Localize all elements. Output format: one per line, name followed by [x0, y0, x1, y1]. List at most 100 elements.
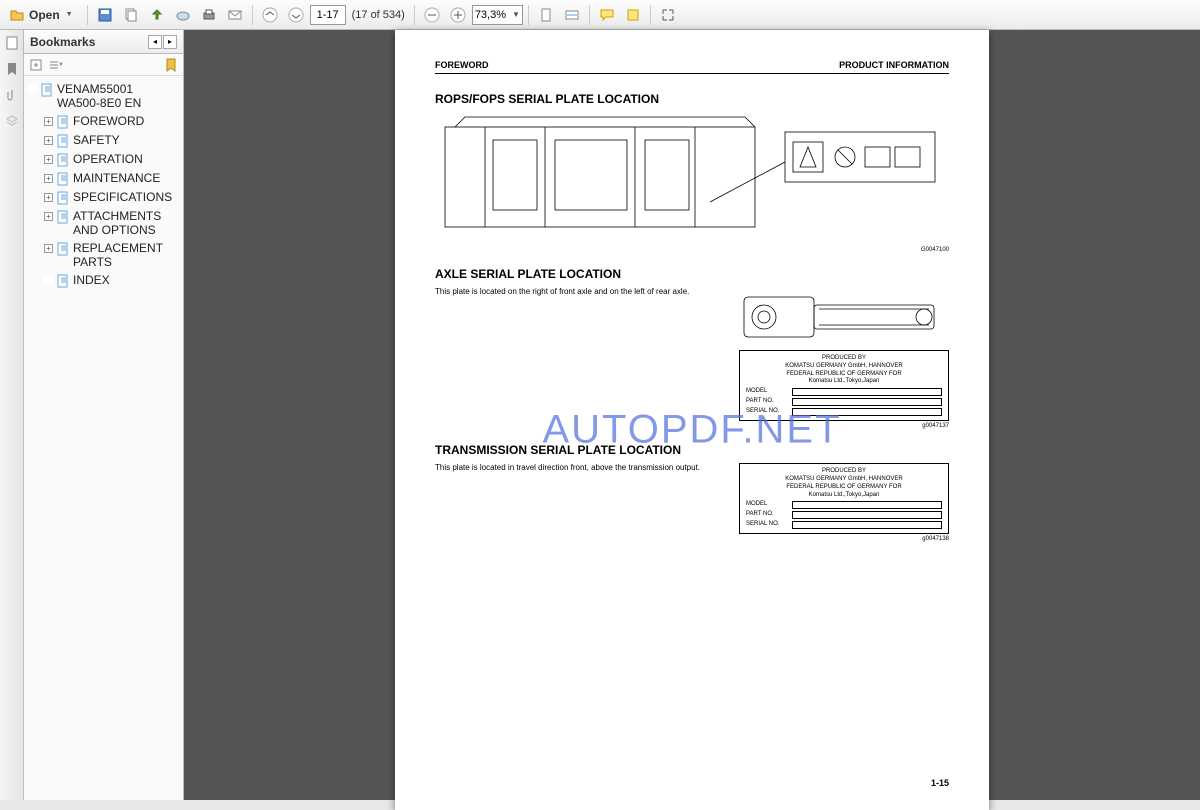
pdf-page: FOREWORD PRODUCT INFORMATION ROPS/FOPS S… [395, 30, 989, 810]
section-title-trans: TRANSMISSION SERIAL PLATE LOCATION [435, 443, 949, 457]
bookmark-label: INDEX [73, 273, 110, 287]
bookmark-label: OPERATION [73, 152, 143, 166]
figure-id-axle: g0047137 [739, 423, 949, 429]
bookmark-page-icon [56, 172, 70, 186]
zoom-out-button[interactable] [420, 4, 444, 26]
bookmark-tree: VENAM55001 WA500-8E0 EN+FOREWORD+SAFETY+… [24, 76, 183, 800]
options-icon[interactable]: ▼ [48, 57, 64, 73]
main-area: Bookmarks ◂ ▸ ▼ VENAM55001 WA500-8E0 EN +… [0, 30, 1200, 800]
bookmark-page-icon [56, 242, 70, 256]
fullscreen-button[interactable] [656, 4, 680, 26]
figure-axle-drawing [739, 287, 949, 347]
page-header: FOREWORD PRODUCT INFORMATION [435, 60, 949, 74]
bookmark-item[interactable]: + FOREWORD [42, 112, 183, 131]
separator [650, 5, 651, 25]
bookmark-label: ATTACHMENTS AND OPTIONS [73, 209, 183, 237]
sidebar-header: Bookmarks ◂ ▸ [24, 30, 183, 54]
bookmark-item[interactable]: + ATTACHMENTS AND OPTIONS [42, 207, 183, 239]
figure-id-trans: g0047138 [739, 536, 949, 542]
page-total-label: (17 of 534) [352, 9, 405, 21]
section-text-axle: This plate is located on the right of fr… [435, 287, 727, 298]
bookmark-ribbon-icon[interactable] [3, 60, 21, 78]
expand-icon[interactable]: + [44, 155, 53, 164]
add-bookmark-icon[interactable] [163, 57, 179, 73]
bookmark-item[interactable]: VENAM55001 WA500-8E0 EN [28, 80, 183, 112]
sidebar-tools: ▼ [24, 54, 183, 76]
bookmark-page-icon [56, 274, 70, 288]
plate-axle: PRODUCED BY KOMATSU GERMANY GmbH, HANNOV… [739, 350, 949, 421]
separator [528, 5, 529, 25]
sidebar-prev-button[interactable]: ◂ [148, 35, 162, 49]
expand-icon[interactable]: + [44, 174, 53, 183]
bookmark-label: SPECIFICATIONS [73, 190, 172, 204]
zoom-value: 73,3% [475, 9, 506, 21]
plate-trans: PRODUCED BY KOMATSU GERMANY GmbH, HANNOV… [739, 463, 949, 534]
zoom-select[interactable]: 73,3% ▼ [472, 5, 523, 25]
fit-width-button[interactable] [560, 4, 584, 26]
expand-all-icon[interactable] [28, 57, 44, 73]
section-text-trans: This plate is located in travel directio… [435, 463, 727, 474]
attachment-icon[interactable] [3, 86, 21, 104]
open-button[interactable]: Open ▼ [4, 4, 82, 26]
bookmark-page-icon [56, 153, 70, 167]
layers-icon[interactable] [3, 112, 21, 130]
bookmarks-sidebar: Bookmarks ◂ ▸ ▼ VENAM55001 WA500-8E0 EN +… [24, 30, 184, 800]
note-button[interactable] [621, 4, 645, 26]
separator [414, 5, 415, 25]
bookmark-page-icon [40, 83, 54, 97]
sidebar-nav: ◂ ▸ [148, 35, 177, 49]
page-header-right: PRODUCT INFORMATION [839, 60, 949, 70]
prev-page-button[interactable] [258, 4, 282, 26]
page-number-input[interactable] [310, 5, 346, 25]
expand-icon[interactable]: + [44, 117, 53, 126]
side-tab-strip [0, 30, 24, 800]
print-button[interactable] [197, 4, 221, 26]
chevron-down-icon: ▼ [512, 10, 520, 19]
sidebar-next-button[interactable]: ▸ [163, 35, 177, 49]
bookmark-label: REPLACEMENT PARTS [73, 241, 183, 269]
email-button[interactable] [223, 4, 247, 26]
bookmark-label: FOREWORD [73, 114, 144, 128]
figure-id-rops: G0047100 [435, 247, 949, 253]
expand-icon[interactable]: + [44, 212, 53, 221]
expand-spacer [44, 276, 53, 285]
bookmark-item[interactable]: INDEX [42, 271, 183, 290]
bookmark-label: MAINTENANCE [73, 171, 160, 185]
cloud-button[interactable] [171, 4, 195, 26]
fit-page-button[interactable] [534, 4, 558, 26]
expand-icon[interactable]: + [44, 136, 53, 145]
expand-icon[interactable]: + [44, 193, 53, 202]
document-viewer[interactable]: FOREWORD PRODUCT INFORMATION ROPS/FOPS S… [184, 30, 1200, 800]
bookmark-item[interactable]: + SAFETY [42, 131, 183, 150]
section-title-rops: ROPS/FOPS SERIAL PLATE LOCATION [435, 92, 949, 106]
separator [87, 5, 88, 25]
copy-button[interactable] [119, 4, 143, 26]
bookmark-item[interactable]: + REPLACEMENT PARTS [42, 239, 183, 271]
separator [252, 5, 253, 25]
bookmark-page-icon [56, 191, 70, 205]
bookmark-label: SAFETY [73, 133, 120, 147]
expand-spacer [28, 85, 37, 94]
bookmark-page-icon [56, 115, 70, 129]
bookmark-page-icon [56, 134, 70, 148]
bookmark-item[interactable]: + MAINTENANCE [42, 169, 183, 188]
save-button[interactable] [93, 4, 117, 26]
page-header-left: FOREWORD [435, 60, 489, 70]
sidebar-title: Bookmarks [30, 35, 95, 49]
page-number: 1-15 [931, 778, 949, 788]
figure-rops: G0047100 [435, 112, 949, 253]
upload-button[interactable] [145, 4, 169, 26]
bookmark-item[interactable]: + OPERATION [42, 150, 183, 169]
section-title-axle: AXLE SERIAL PLATE LOCATION [435, 267, 949, 281]
comment-button[interactable] [595, 4, 619, 26]
bookmark-label: VENAM55001 WA500-8E0 EN [57, 82, 175, 110]
separator [589, 5, 590, 25]
bookmark-item[interactable]: + SPECIFICATIONS [42, 188, 183, 207]
main-toolbar: Open ▼ (17 of 534) 73,3% ▼ [0, 0, 1200, 30]
next-page-button[interactable] [284, 4, 308, 26]
zoom-in-button[interactable] [446, 4, 470, 26]
open-label: Open [29, 8, 60, 22]
bookmarks-tab-icon[interactable] [3, 34, 21, 52]
expand-icon[interactable]: + [44, 244, 53, 253]
bookmark-page-icon [56, 210, 70, 224]
